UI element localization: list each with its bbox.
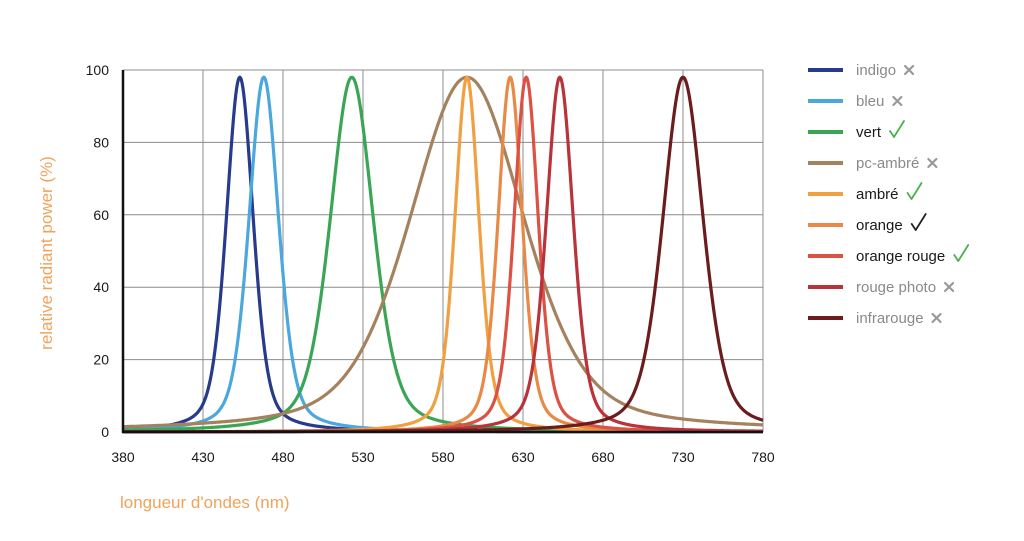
series-line-pc-ambré [122,75,764,429]
legend-item-orange-rouge: orange rouge [808,244,970,265]
legend-item-pc-ambré: pc-ambré [808,155,938,172]
legend-item-rouge-photo: rouge photo [808,279,955,296]
x-tick-label: 780 [751,449,775,465]
x-tick-label: 580 [431,449,455,465]
legend-label: orange rouge [856,248,945,265]
x-tick-label: 680 [591,449,615,465]
cross-icon [892,95,903,107]
legend-item-orange: orange [808,213,927,234]
legend-label: ambré [856,186,899,203]
x-tick-label: 630 [511,449,535,465]
x-tick-label: 730 [671,449,695,465]
x-tick-label: 380 [111,449,135,465]
cross-icon [927,157,938,169]
legend-label: rouge photo [856,279,936,296]
legend-label: pc-ambré [856,155,919,172]
legend-label: indigo [856,62,896,79]
legend-label: infrarouge [856,310,924,327]
y-tick-label: 100 [86,62,110,78]
legend-label: bleu [856,93,884,110]
legend-item-vert: vert [808,120,905,141]
x-tick-label: 480 [271,449,295,465]
legend-label: vert [856,124,882,141]
legend-item-indigo: indigo [808,62,915,79]
legend-label: orange [856,217,903,234]
cross-icon [943,281,955,293]
legend: indigo bleu vert pc-ambré ambré orange orange … [808,62,970,327]
grid [122,69,764,433]
y-tick-label: 0 [101,424,109,440]
y-tick-label: 20 [93,352,109,368]
axes [121,70,763,434]
x-tick-label: 430 [191,449,215,465]
y-tick-label: 60 [93,207,109,223]
y-tick-label: 80 [93,134,109,150]
legend-item-infrarouge: infrarouge [808,310,942,327]
cross-icon [931,312,942,324]
check-icon [906,182,923,200]
legend-item-bleu: bleu [808,93,903,110]
y-tick-label: 40 [93,279,109,295]
y-axis-label: relative radiant power (%) [37,156,56,350]
legend-item-ambré: ambré [808,182,923,203]
check-icon [953,244,970,262]
check-icon [889,120,905,138]
check-icon [910,213,927,231]
tick-labels: 380 430 480 530 580 630 680 730 780 0 20 40 60 80 100 [86,62,775,465]
cross-icon [903,64,915,76]
x-axis-label: longueur d'ondes (nm) [120,493,290,512]
x-tick-label: 530 [351,449,375,465]
